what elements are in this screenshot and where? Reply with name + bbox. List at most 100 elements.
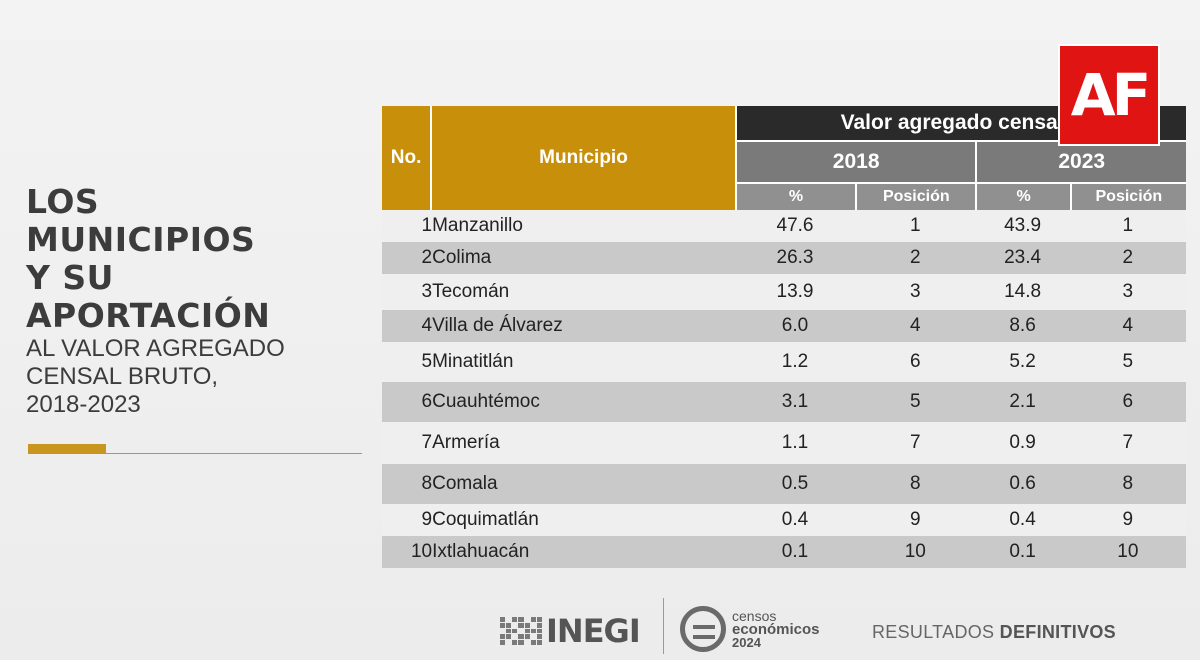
municipio-name: Armería [432,422,735,464]
table-row: 1 Manzanillo 47.6 1 43.9 1 [382,210,1186,242]
pct-2023: 43.9 [975,210,1070,242]
header-pos-2023: Posición [1069,182,1186,210]
municipio-name: Ixtlahuacán [432,536,735,568]
row-number: 2 [382,242,433,274]
header-municipio: Municipio [432,106,735,210]
row-number: 8 [382,464,433,504]
pct-2018: 3.1 [734,382,856,422]
table-row: 5 Minatitlán 1.2 6 5.2 5 [382,342,1186,382]
pct-2023: 5.2 [975,342,1070,382]
slide-title: LOS MUNICIPIOS Y SU APORTACIÓN AL VALOR … [26,183,356,419]
header-year-2018: 2018 [734,140,976,182]
position-2018: 3 [855,274,976,310]
pct-2023: 0.6 [975,464,1070,504]
pct-2023: 0.9 [975,422,1070,464]
row-number: 9 [382,504,433,536]
position-2023: 5 [1069,342,1186,382]
title-line-1: LOS [26,182,100,221]
resultados-label: RESULTADOS [872,622,995,642]
header-pct-2023: % [975,182,1070,210]
position-2023: 2 [1069,242,1186,274]
title-line-2: MUNICIPIOS [26,220,256,259]
subtitle-line-3: 2018-2023 [26,391,141,418]
municipio-name: Cuauhtémoc [432,382,735,422]
inegi-text: INEGI [546,612,641,650]
table-row: 9 Coquimatlán 0.4 9 0.4 9 [382,504,1186,536]
subtitle-line-2: CENSAL BRUTO, [26,363,219,390]
pct-2018: 26.3 [734,242,856,274]
footer: INEGI censos económicos 2024 RESULTADOS … [0,598,1200,654]
table-row: 6 Cuauhtémoc 3.1 5 2.1 6 [382,382,1186,422]
pct-2018: 13.9 [734,274,856,310]
position-2023: 9 [1069,504,1186,536]
pct-2023: 8.6 [975,310,1070,342]
municipio-name: Villa de Álvarez [432,310,735,342]
pct-2018: 6.0 [734,310,856,342]
position-2018: 8 [855,464,976,504]
row-number: 1 [382,210,433,242]
position-2018: 9 [855,504,976,536]
row-number: 7 [382,422,433,464]
position-2023: 8 [1069,464,1186,504]
table-row: 7 Armería 1.1 7 0.9 7 [382,422,1186,464]
table-row: 4 Villa de Álvarez 6.0 4 8.6 4 [382,310,1186,342]
position-2023: 4 [1069,310,1186,342]
header-year-2023: 2023 [975,140,1186,182]
subtitle-line-1: AL VALOR AGREGADO [26,335,285,362]
header-no: No. [382,106,433,210]
censos-label: censos [732,607,777,624]
title-line-3: Y SU [26,258,114,297]
pct-2023: 2.1 [975,382,1070,422]
table-row: 3 Tecomán 13.9 3 14.8 3 [382,274,1186,310]
position-2018: 1 [855,210,976,242]
pct-2023: 0.1 [975,536,1070,568]
pct-2023: 0.4 [975,504,1070,536]
municipio-name: Coquimatlán [432,504,735,536]
municipio-name: Manzanillo [432,210,735,242]
pct-2018: 1.2 [734,342,856,382]
position-2023: 3 [1069,274,1186,310]
position-2023: 6 [1069,382,1186,422]
municipio-name: Minatitlán [432,342,735,382]
row-number: 4 [382,310,433,342]
economicos-label: económicos [732,620,820,638]
position-2018: 10 [855,536,976,568]
pct-2018: 47.6 [734,210,856,242]
pct-2018: 0.5 [734,464,856,504]
row-number: 6 [382,382,433,422]
header-pct-2018: % [734,182,856,210]
pct-2018: 1.1 [734,422,856,464]
title-divider-accent [28,444,106,454]
position-2023: 1 [1069,210,1186,242]
header-pos-2018: Posición [855,182,976,210]
municipio-name: Comala [432,464,735,504]
resultados-definitivos: RESULTADOS DEFINITIVOS [872,622,1116,643]
pct-2018: 0.4 [734,504,856,536]
inegi-logo: INEGI [500,612,641,650]
municipio-name: Tecomán [432,274,735,310]
footer-separator [663,598,664,654]
position-2018: 4 [855,310,976,342]
title-divider [28,453,362,454]
title-line-4: APORTACIÓN [26,296,271,335]
position-2018: 2 [855,242,976,274]
censos-economicos-icon [680,606,726,652]
table-row: 10 Ixtlahuacán 0.1 10 0.1 10 [382,536,1186,568]
inegi-grid-icon [500,617,542,645]
row-number: 10 [382,536,433,568]
position-2018: 6 [855,342,976,382]
position-2018: 7 [855,422,976,464]
censos-economicos-logo: censos económicos 2024 [680,606,820,652]
position-2023: 7 [1069,422,1186,464]
definitivos-label: DEFINITIVOS [999,622,1116,642]
pct-2018: 0.1 [734,536,856,568]
position-2018: 5 [855,382,976,422]
position-2023: 10 [1069,536,1186,568]
table-row: 8 Comala 0.5 8 0.6 8 [382,464,1186,504]
municipio-name: Colima [432,242,735,274]
af-logo: AF [1058,44,1160,146]
pct-2023: 23.4 [975,242,1070,274]
row-number: 3 [382,274,433,310]
censos-year: 2024 [732,634,761,650]
data-table: No. Municipio Valor agregado censal b 20… [382,106,1186,568]
